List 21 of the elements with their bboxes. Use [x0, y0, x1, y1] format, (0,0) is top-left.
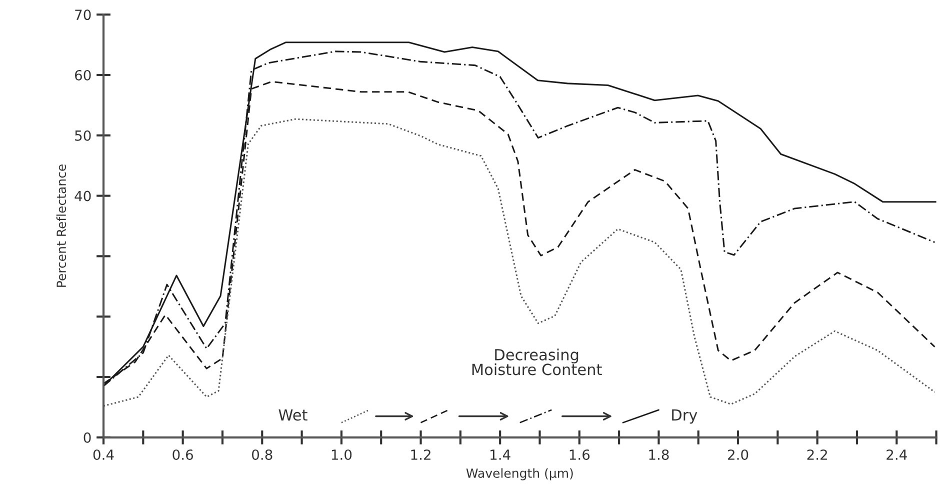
y-tick-label: 60	[75, 70, 91, 80]
y-tick-label: 70	[75, 10, 91, 20]
annotation: Wet	[278, 409, 308, 421]
y-tick-label: 40	[74, 190, 91, 202]
x-axis-title: Wavelength (μm)	[466, 468, 573, 480]
x-tick-label: 1.8	[649, 449, 669, 460]
annotation: Decreasing Moisture Content	[472, 348, 602, 376]
x-tick-label: 2.2	[807, 449, 827, 460]
x-tick-label: 1.2	[411, 449, 430, 460]
y-tick-label: 50	[75, 130, 91, 141]
x-tick-label: 1.4	[490, 450, 510, 460]
x-tick-label: 1.6	[570, 449, 590, 460]
y-axis-title: Percent Reflectance	[56, 164, 66, 287]
x-tick-label: 0.6	[172, 449, 193, 460]
x-tick-label: 2.4	[886, 449, 907, 460]
annotation: Dry	[672, 409, 698, 424]
x-tick-label: 0.8	[252, 449, 272, 460]
y-tick-label: 0	[84, 432, 91, 443]
x-tick-label: 0.4	[93, 449, 114, 460]
x-tick-label: 1.0	[332, 449, 352, 460]
x-tick-label: 2.0	[728, 449, 748, 460]
